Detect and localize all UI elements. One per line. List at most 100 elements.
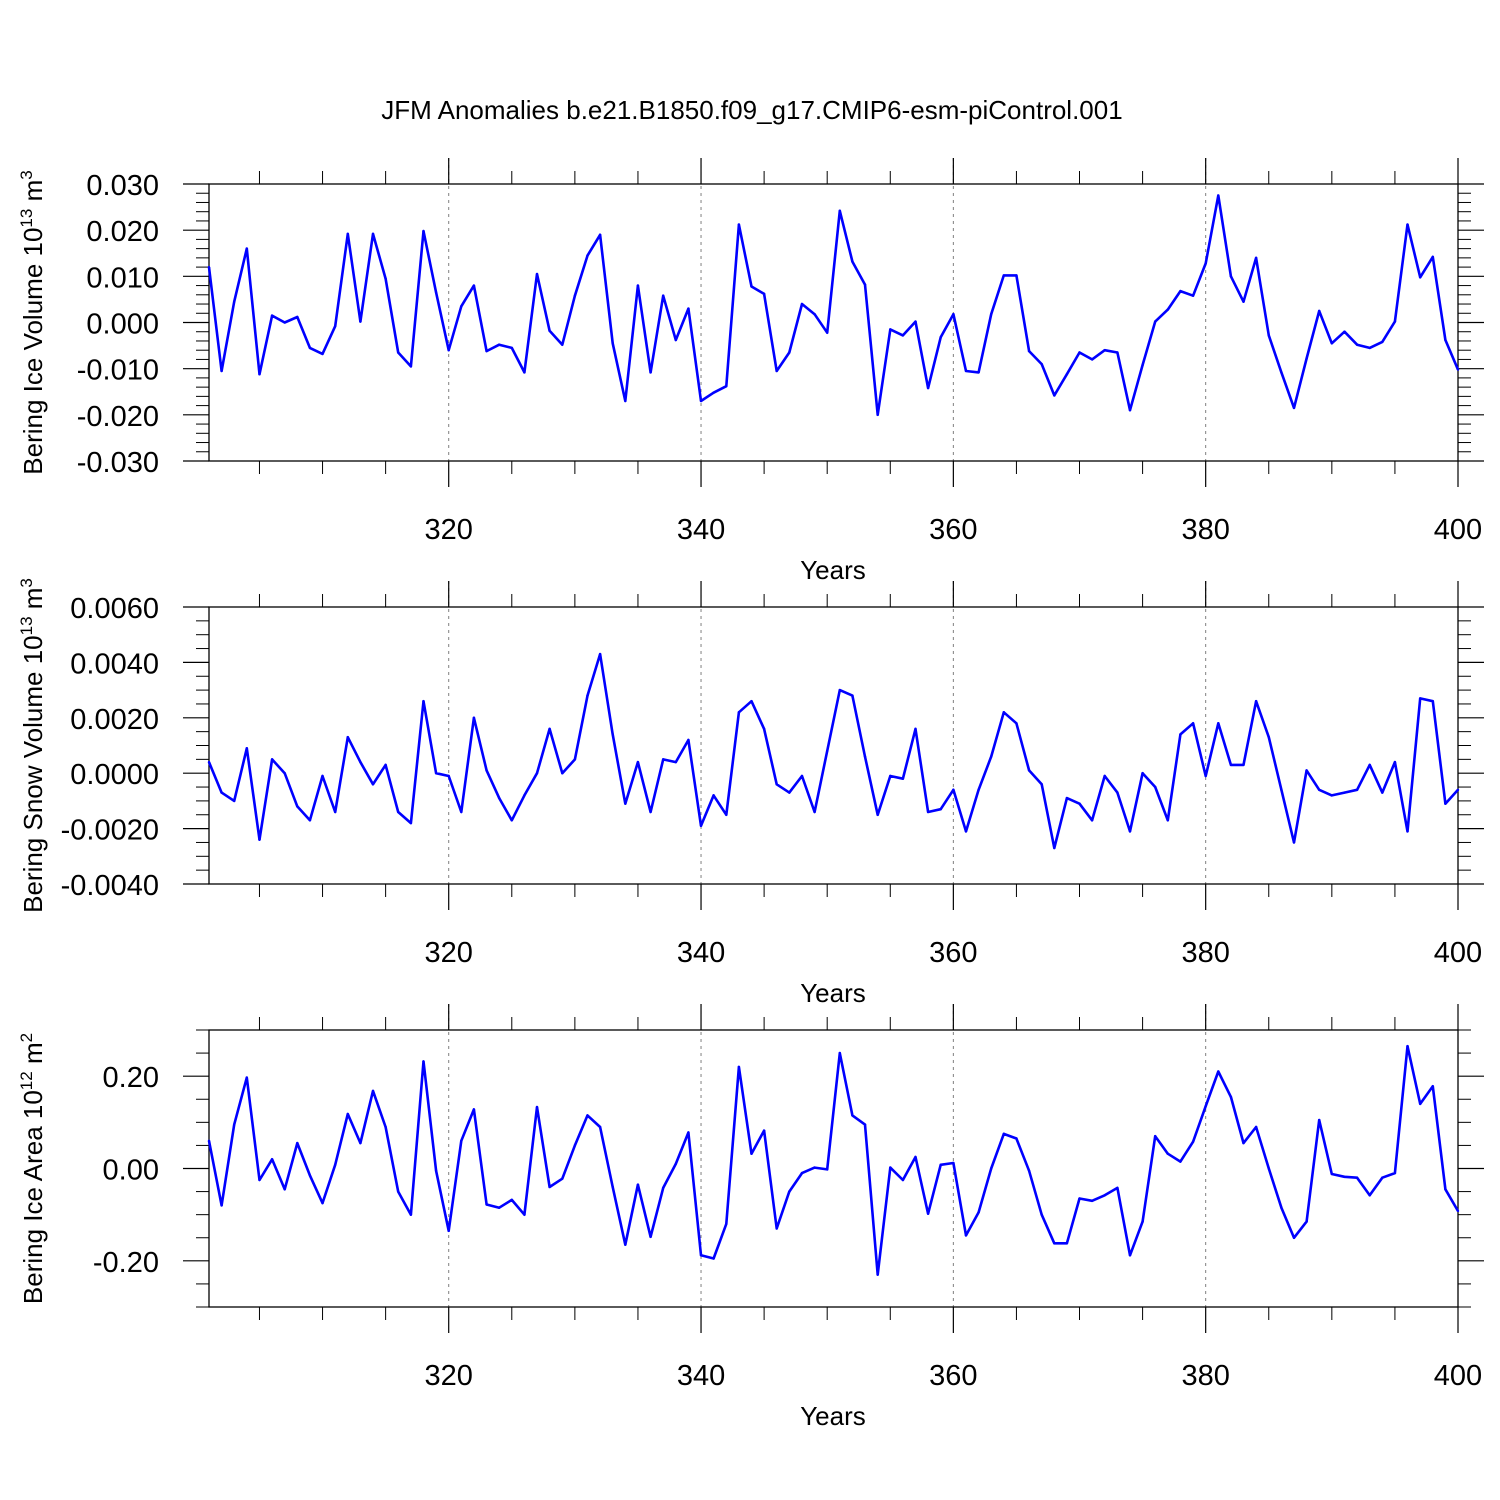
data-point (523, 794, 526, 797)
data-point (1418, 697, 1422, 700)
data-point (409, 1213, 413, 1216)
data-point (838, 688, 842, 692)
data-point (485, 1203, 488, 1206)
data-point (914, 1155, 917, 1159)
data-point (762, 727, 766, 731)
data-point (1065, 373, 1069, 376)
data-point (1292, 406, 1296, 410)
data-point (397, 1190, 400, 1193)
data-point (1355, 1176, 1359, 1179)
data-point (359, 320, 362, 323)
data-point (825, 1168, 829, 1171)
data-point (384, 763, 387, 767)
data-point (1330, 342, 1334, 345)
data-point (737, 1065, 741, 1069)
x-tick-label: 380 (1181, 1360, 1229, 1392)
data-point (1318, 1118, 1321, 1122)
data-point (661, 294, 665, 297)
data-point (737, 223, 741, 226)
y-tick-label: 0.0060 (70, 593, 159, 625)
data-point (788, 351, 791, 354)
data-point (207, 265, 211, 269)
data-point (1305, 769, 1308, 772)
data-point (1191, 722, 1195, 725)
y-tick-label: -0.20 (93, 1247, 159, 1279)
data-point (1027, 1169, 1031, 1173)
data-point (990, 312, 993, 316)
data-point (1103, 349, 1106, 352)
data-point (699, 824, 703, 828)
data-point (1393, 320, 1397, 323)
data-point (409, 821, 413, 825)
data-point (1355, 788, 1359, 792)
data-point (1393, 760, 1397, 764)
data-point (674, 760, 677, 764)
data-point (737, 711, 741, 714)
data-point (687, 307, 690, 310)
data-point (1355, 343, 1359, 346)
data-point (788, 1190, 791, 1193)
data-point (1217, 1070, 1220, 1073)
data-point (800, 774, 804, 778)
data-point (1116, 351, 1119, 354)
data-point (939, 336, 942, 339)
data-point (1330, 1172, 1334, 1176)
data-point (510, 346, 513, 350)
data-point (1242, 1141, 1245, 1145)
data-point (1431, 255, 1434, 259)
data-point (497, 796, 501, 800)
data-point (1179, 733, 1182, 736)
x-axis-label: Years (800, 1401, 866, 1431)
data-point (1267, 334, 1270, 337)
data-point (611, 1185, 614, 1189)
x-tick-label: 340 (677, 514, 725, 546)
data-point (800, 1171, 804, 1175)
data-point (485, 349, 488, 353)
data-point (1242, 300, 1245, 303)
series-line (207, 1044, 1460, 1276)
data-point (321, 352, 324, 356)
data-point (1254, 1125, 1258, 1129)
data-point (624, 802, 627, 805)
x-tick-label: 340 (677, 937, 725, 969)
data-point (661, 1186, 665, 1190)
data-point (1368, 346, 1371, 350)
data-point (422, 1060, 425, 1063)
data-point (825, 749, 829, 753)
data-point (258, 1178, 261, 1182)
data-point (901, 777, 905, 780)
data-point (1154, 1134, 1157, 1138)
data-point (1090, 819, 1094, 822)
data-point (510, 1198, 513, 1202)
x-tick-label: 320 (425, 514, 473, 546)
data-point (1015, 274, 1018, 277)
data-point (586, 254, 589, 257)
data-point (346, 232, 349, 236)
data-point (750, 285, 753, 288)
data-point (1078, 802, 1081, 805)
data-point (283, 321, 286, 324)
y-tick-label: -0.020 (77, 401, 159, 433)
data-point (1217, 194, 1220, 197)
data-point (1444, 338, 1447, 342)
data-point (1040, 362, 1043, 366)
data-point (1090, 358, 1094, 361)
data-point (220, 791, 223, 794)
data-point (762, 1129, 766, 1132)
y-tick-label: -0.0040 (61, 870, 159, 902)
data-point (1053, 1242, 1056, 1245)
x-tick-label: 340 (677, 1360, 725, 1392)
data-point (586, 1114, 589, 1117)
data-point (1254, 699, 1258, 703)
data-point (1116, 791, 1119, 794)
data-point (1128, 830, 1132, 833)
data-point (283, 1188, 286, 1191)
data-point (825, 331, 829, 334)
data-point (813, 810, 816, 814)
data-point (1015, 722, 1018, 725)
x-tick-label: 380 (1181, 514, 1229, 546)
data-point (952, 312, 955, 316)
data-point (964, 369, 968, 373)
data-point (1166, 1152, 1170, 1155)
